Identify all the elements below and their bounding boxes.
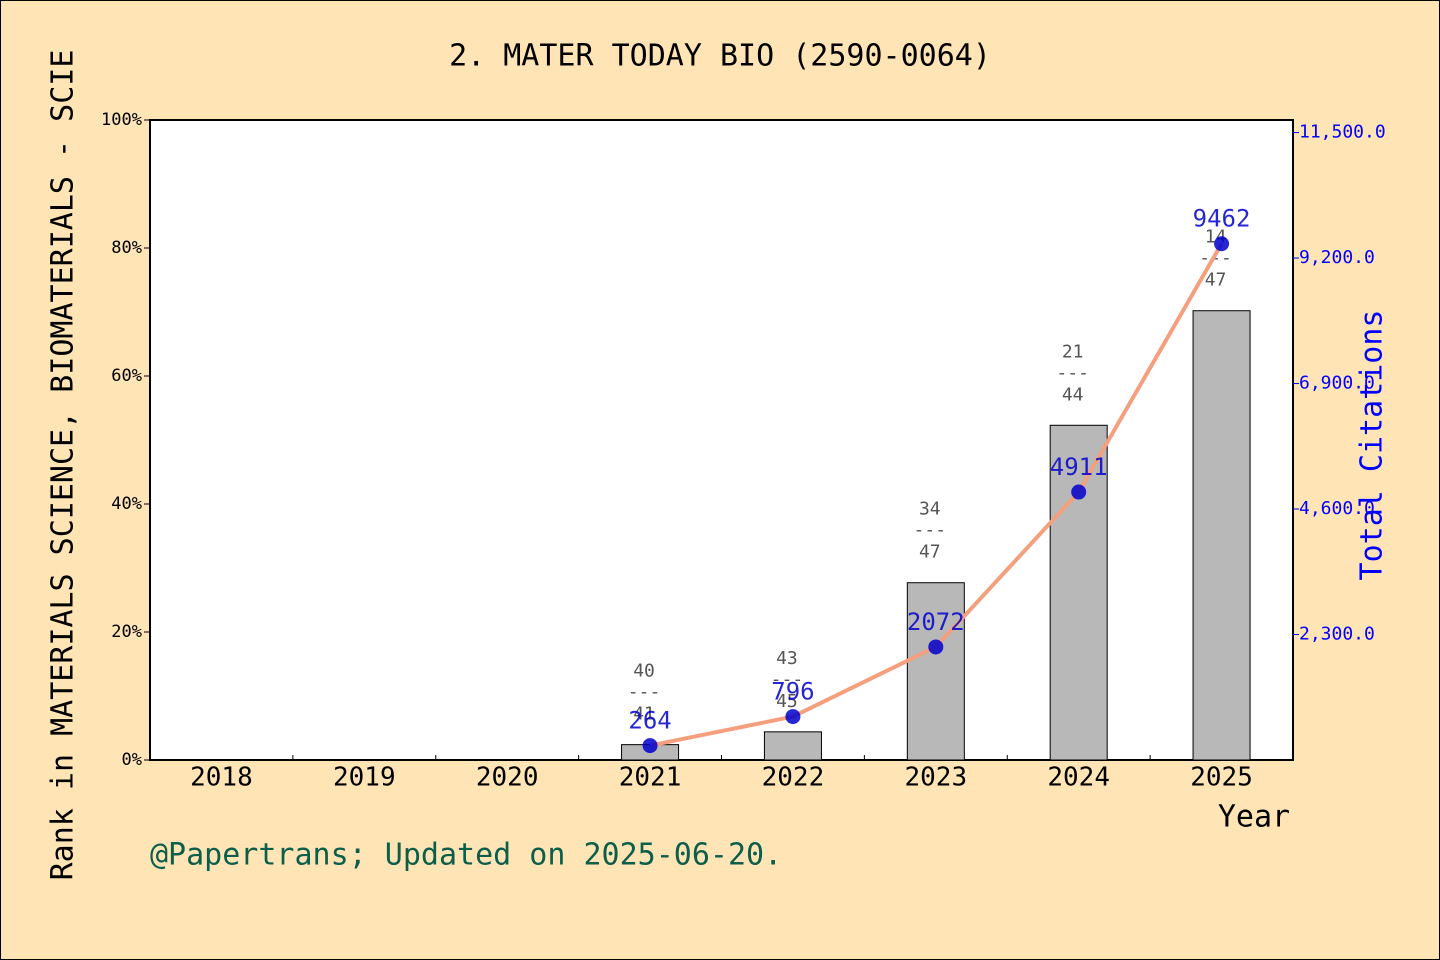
rank-separator: --- <box>628 682 661 703</box>
y2-tick-label: 4,600.0 <box>1299 498 1375 519</box>
citation-label: 4911 <box>1050 453 1108 481</box>
citation-label: 2072 <box>907 608 965 636</box>
chart-title: 2. MATER TODAY BIO (2590-0064) <box>449 39 991 74</box>
x-tick-label: 2021 <box>619 763 682 793</box>
y2-tick-label: 6,900.0 <box>1299 373 1375 394</box>
citation-point <box>928 639 944 655</box>
rank-label: 34 <box>919 499 941 520</box>
x-tick-label: 2025 <box>1190 763 1253 793</box>
citation-label: 9462 <box>1193 205 1251 233</box>
x-tick-label: 2023 <box>905 763 968 793</box>
citation-label: 264 <box>628 707 671 735</box>
x-tick-label: 2022 <box>762 763 825 793</box>
citation-point <box>642 738 658 754</box>
y2-tick-label: 11,500.0 <box>1299 122 1386 143</box>
y-tick-label: 20% <box>111 622 142 642</box>
rank-separator: --- <box>914 520 947 541</box>
y-tick-label: 100% <box>101 110 142 130</box>
citation-point <box>1214 236 1230 252</box>
footer: @Papertrans; Updated on 2025-06-20. <box>150 838 782 873</box>
rank-total: 41 <box>633 704 655 725</box>
rank-separator: --- <box>1199 248 1232 269</box>
rank-total: 44 <box>1062 384 1084 405</box>
y-tick-label: 80% <box>111 238 142 258</box>
y2-axis-label: Total Citations <box>1355 310 1390 581</box>
bar <box>906 582 965 761</box>
y2-tick-label: 9,200.0 <box>1299 247 1375 268</box>
x-axis-label: Year <box>1218 800 1290 835</box>
x-tick-label: 2018 <box>190 763 253 793</box>
bar <box>763 731 822 761</box>
citation-point <box>785 709 801 725</box>
rank-total: 47 <box>1205 270 1227 291</box>
y-tick-label: 60% <box>111 366 142 386</box>
y-axis-label: Rank in MATERIALS SCIENCE, BIOMATERIALS … <box>46 50 81 881</box>
x-tick-label: 2020 <box>476 763 539 793</box>
plot-area <box>149 119 1294 761</box>
rank-separator: --- <box>1056 362 1089 383</box>
rank-total: 47 <box>919 542 941 563</box>
bar <box>1049 424 1108 761</box>
citation-label: 796 <box>771 678 814 706</box>
rank-label: 21 <box>1062 341 1084 362</box>
x-tick-label: 2024 <box>1047 763 1110 793</box>
y-tick-label: 40% <box>111 494 142 514</box>
rank-separator: --- <box>771 669 804 690</box>
bar <box>1192 310 1251 761</box>
y-tick-label: 0% <box>122 750 142 770</box>
rank-total: 45 <box>776 691 798 712</box>
rank-label: 43 <box>776 648 798 669</box>
y2-tick-label: 2,300.0 <box>1299 624 1375 645</box>
rank-label: 40 <box>633 661 655 682</box>
x-tick-label: 2019 <box>333 763 396 793</box>
citation-point <box>1071 484 1087 500</box>
